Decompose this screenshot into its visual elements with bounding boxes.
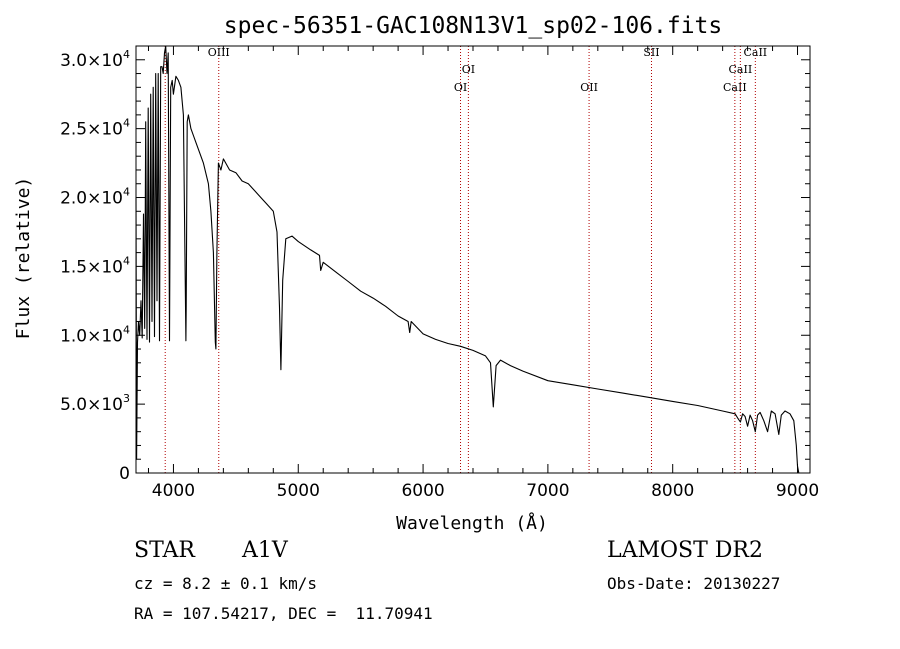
marker-label: CaII (729, 63, 753, 76)
y-tick-label: 2.5×104 (60, 117, 130, 140)
x-tick-label: 9000 (776, 481, 819, 501)
y-tick-label: 2.0×104 (60, 186, 130, 209)
object-class: STAR (134, 538, 195, 563)
y-tick-label: 1.0×104 (60, 323, 130, 346)
marker-label: OII (580, 81, 598, 94)
survey-label: LAMOST DR2 (607, 538, 763, 563)
marker-label: OIII (208, 46, 230, 59)
y-tick-label: 0 (119, 464, 130, 484)
x-tick-label: 4000 (152, 481, 195, 501)
chart-title: spec-56351-GAC108N13V1_sp02-106.fits (224, 13, 723, 39)
observation-date: Obs-Date: 20130227 (607, 574, 781, 593)
redshift-readout: cz = 8.2 ± 0.1 km/s (134, 574, 318, 593)
x-tick-label: 5000 (277, 481, 320, 501)
y-tick-label: 3.0×104 (60, 48, 130, 71)
plot-frame (135, 45, 811, 474)
marker-label: OI (454, 81, 467, 94)
object-subclass: A1V (242, 538, 288, 563)
coordinates-readout: RA = 107.54217, DEC = 11.70941 (134, 604, 433, 623)
y-axis-label: Flux (relative) (13, 177, 34, 340)
spectrum-line (135, 45, 800, 474)
axes-group: 4000 5000 6000 7000 8000 9000 0 5.0×103 1.0×104 1… (60, 45, 819, 501)
x-axis-label: Wavelength (Å) (396, 512, 548, 534)
x-tick-label: 8000 (651, 481, 694, 501)
marker-label: CaII (723, 81, 747, 94)
spectrum-series (135, 45, 800, 474)
marker-lines-group: OIII OI OI OII SII CaII CaII CaII (164, 46, 767, 473)
marker-label: OI (462, 63, 475, 76)
marker-label: SII (643, 46, 659, 59)
marker-label: CaII (743, 46, 767, 59)
x-tick-label: 7000 (526, 481, 569, 501)
y-tick-label: 5.0×103 (60, 392, 130, 415)
x-tick-label: 6000 (401, 481, 444, 501)
y-tick-label: 1.5×104 (60, 254, 130, 277)
